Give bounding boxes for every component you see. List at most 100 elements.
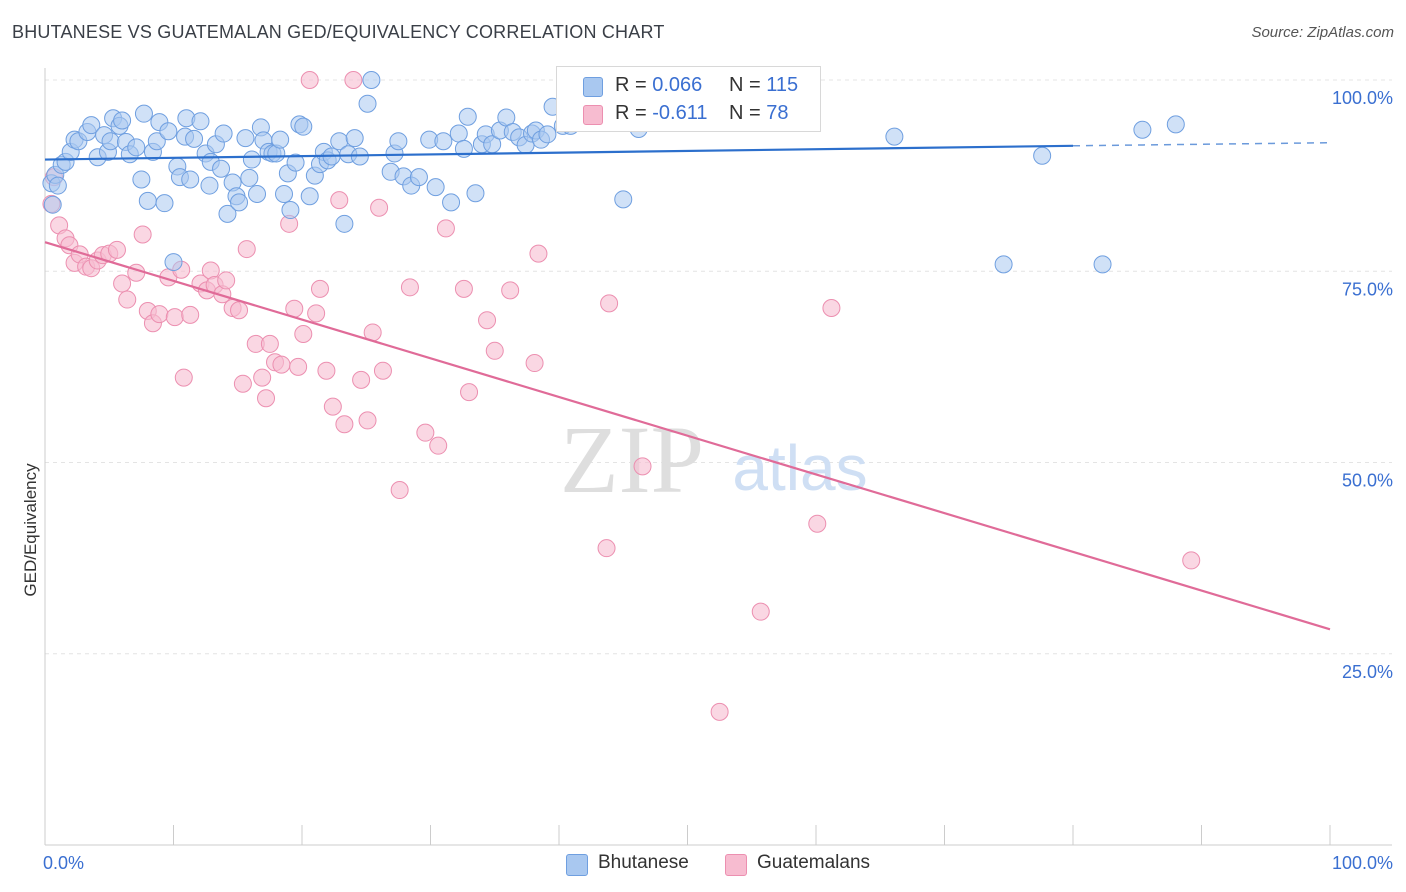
guatemalans-point bbox=[317, 361, 336, 380]
watermark-zip: ZIP bbox=[560, 406, 704, 513]
guatemalans-point bbox=[107, 240, 126, 259]
stats-legend: R = 0.066 N = 115 R = -0.611 N = 78 bbox=[556, 66, 821, 132]
bhutanese-point bbox=[101, 132, 120, 151]
bhutanese-point bbox=[82, 116, 101, 135]
y-tick-labels: 25.0% 50.0% 75.0% 100.0% bbox=[1332, 88, 1393, 682]
guatemalans-point bbox=[233, 374, 252, 393]
svg-text:GED/Equivalency: GED/Equivalency bbox=[21, 463, 40, 597]
guatemalans-legend-label: Guatemalans bbox=[757, 852, 871, 873]
bhutanese-trend-extension bbox=[1072, 141, 1331, 147]
grid-lines bbox=[45, 79, 1392, 655]
guatemalans-point bbox=[400, 278, 419, 297]
bhutanese-point bbox=[242, 150, 261, 169]
bhutanese-point bbox=[214, 124, 233, 143]
guatemalans-point bbox=[501, 281, 520, 300]
bhutanese-point bbox=[191, 112, 210, 131]
bhutanese-points bbox=[42, 71, 1185, 274]
bhutanese-point bbox=[281, 201, 300, 220]
bhutanese-point bbox=[212, 159, 231, 178]
trend-lines bbox=[44, 141, 1331, 631]
bhutanese-point bbox=[271, 130, 290, 149]
guatemalans-point bbox=[751, 602, 770, 621]
bhutanese-point bbox=[248, 184, 267, 203]
r-label: R = bbox=[615, 102, 647, 124]
guatemalans-point bbox=[300, 71, 319, 89]
guatemalans-point bbox=[150, 305, 169, 324]
x-tick-label: 0.0% bbox=[43, 853, 84, 873]
guatemalans-point bbox=[436, 219, 455, 238]
guatemalans-point bbox=[118, 290, 137, 309]
bhutanese-trend-line bbox=[44, 144, 1074, 161]
guatemalans-point bbox=[600, 294, 619, 313]
bhutanese-point bbox=[127, 138, 146, 157]
watermark-atlas: atlas bbox=[732, 432, 867, 504]
guatemalans-point bbox=[370, 198, 389, 217]
guatemalans-point bbox=[822, 298, 841, 317]
guatemalans-point bbox=[352, 370, 371, 389]
guatemalans-point bbox=[335, 415, 354, 434]
guatemalans-point bbox=[310, 279, 329, 298]
guatemalans-point bbox=[597, 539, 616, 558]
watermark: ZIP atlas bbox=[560, 406, 868, 513]
bhutanese-point bbox=[159, 122, 178, 141]
n-label: N = bbox=[729, 74, 761, 96]
r-value-guatemalans: -0.611 bbox=[652, 102, 708, 124]
bhutanese-point bbox=[134, 104, 153, 123]
bhutanese-point bbox=[294, 117, 313, 136]
r-label: R = bbox=[615, 74, 647, 96]
r-value-bhutanese: 0.066 bbox=[652, 74, 703, 96]
bhutanese-point bbox=[48, 176, 67, 195]
bhutanese-legend-label: Bhutanese bbox=[598, 852, 689, 873]
bhutanese-point bbox=[449, 124, 468, 143]
guatemalans-swatch bbox=[583, 105, 603, 125]
bhutanese-point bbox=[300, 187, 319, 206]
bhutanese-point bbox=[181, 170, 200, 189]
guatemalans-point bbox=[808, 514, 827, 533]
n-value-bhutanese: 115 bbox=[766, 74, 799, 96]
bhutanese-point bbox=[230, 193, 249, 212]
axes bbox=[44, 68, 1392, 846]
guatemalans-point bbox=[174, 368, 193, 387]
y-axis-label: GED/Equivalency bbox=[21, 463, 40, 597]
y-tick-label: 75.0% bbox=[1342, 279, 1393, 299]
bhutanese-point bbox=[113, 111, 132, 130]
bhutanese-point bbox=[409, 168, 428, 187]
bhutanese-point bbox=[236, 129, 255, 148]
bhutanese-point bbox=[442, 193, 461, 212]
guatemalans-point bbox=[260, 334, 279, 353]
bhutanese-point bbox=[358, 94, 377, 113]
bhutanese-point bbox=[218, 204, 237, 223]
bhutanese-point bbox=[335, 214, 354, 233]
guatemalans-point bbox=[390, 481, 409, 500]
guatemalans-point bbox=[1182, 551, 1201, 570]
guatemalans-point bbox=[454, 279, 473, 298]
guatemalans-point bbox=[373, 361, 392, 380]
guatemalans-point bbox=[133, 225, 152, 244]
bhutanese-point bbox=[1166, 115, 1185, 134]
guatemalans-point bbox=[525, 354, 544, 373]
bhutanese-point bbox=[434, 132, 453, 151]
n-label: N = bbox=[729, 102, 761, 124]
bhutanese-swatch bbox=[583, 77, 603, 97]
bhutanese-point bbox=[614, 190, 633, 209]
n-value-guatemalans: 78 bbox=[766, 102, 789, 124]
bhutanese-point bbox=[1033, 146, 1052, 165]
bhutanese-point bbox=[286, 153, 305, 172]
guatemalans-point bbox=[113, 274, 132, 293]
guatemalans-point bbox=[633, 457, 652, 476]
bhutanese-point bbox=[345, 129, 364, 148]
guatemalans-point bbox=[289, 357, 308, 376]
y-tick-label: 25.0% bbox=[1342, 662, 1393, 682]
y-tick-label: 50.0% bbox=[1342, 471, 1393, 491]
guatemalans-point bbox=[165, 308, 184, 327]
guatemalans-point bbox=[529, 244, 548, 263]
bhutanese-point bbox=[155, 194, 174, 213]
bhutanese-point bbox=[466, 184, 485, 203]
guatemalans-point bbox=[272, 355, 291, 374]
guatemalans-point bbox=[429, 436, 448, 455]
guatemalans-point bbox=[181, 305, 200, 324]
guatemalans-point bbox=[416, 423, 435, 442]
bhutanese-point bbox=[362, 71, 381, 89]
guatemalans-point bbox=[478, 311, 497, 330]
bhutanese-point bbox=[164, 253, 183, 272]
